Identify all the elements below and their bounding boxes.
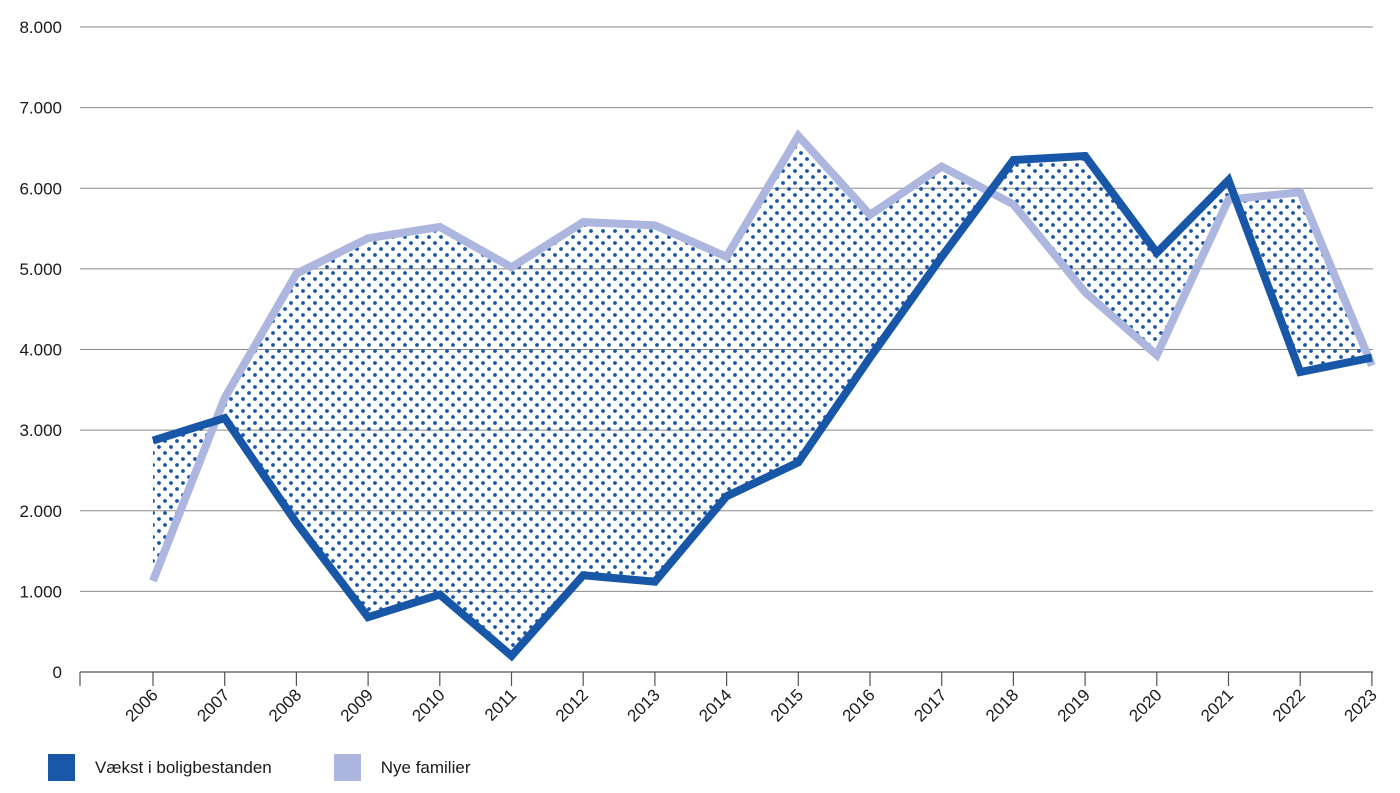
x-tick-label: 2008 xyxy=(265,685,305,725)
series-lines xyxy=(149,129,1376,662)
x-tick-label: 2017 xyxy=(910,685,950,725)
x-tick-label: 2018 xyxy=(982,685,1022,725)
y-tick-label: 7.000 xyxy=(19,99,62,118)
series-line-2 xyxy=(149,129,1376,583)
x-tick-label: 2013 xyxy=(624,685,664,725)
y-tick-label: 3.000 xyxy=(19,421,62,440)
x-tick-label: 2014 xyxy=(695,685,735,725)
legend-label-series-1: Vækst i boligbestanden xyxy=(95,757,272,777)
y-tick-label: 8.000 xyxy=(19,18,62,37)
y-tick-label: 6.000 xyxy=(19,179,62,198)
x-tick-label: 2012 xyxy=(552,685,592,725)
series-line-1 xyxy=(151,151,1373,662)
x-tick-label: 2023 xyxy=(1341,685,1381,725)
y-tick-label: 2.000 xyxy=(19,502,62,521)
x-tick-label: 2010 xyxy=(408,685,448,725)
y-tick-label: 4.000 xyxy=(19,341,62,360)
legend-item-series-2: Nye familier xyxy=(333,754,471,781)
y-tick-label: 0 xyxy=(53,663,62,682)
y-tick-label: 1.000 xyxy=(19,582,62,601)
y-axis-labels: 0 1.000 2.000 3.000 4.000 5.000 6.000 7.000 8.00… xyxy=(19,18,62,682)
x-axis-labels: 2006 2007 2008 2009 2010 2011 2012 2013 2014 2015… xyxy=(122,685,1381,725)
legend-label-series-2: Nye familier xyxy=(380,757,471,777)
legend-swatch-series-2 xyxy=(333,754,361,781)
y-tick-label: 5.000 xyxy=(19,260,62,279)
x-tick-label: 2006 xyxy=(122,685,162,725)
legend-swatch-series-1 xyxy=(48,754,75,781)
x-tick-label: 2021 xyxy=(1197,685,1237,725)
x-axis xyxy=(79,671,1373,686)
x-tick-label: 2007 xyxy=(193,685,233,725)
x-tick-label: 2009 xyxy=(337,685,377,725)
x-tick-label: 2022 xyxy=(1269,685,1309,725)
x-tick-label: 2020 xyxy=(1125,685,1165,725)
legend-item-series-1: Vækst i boligbestanden xyxy=(48,754,272,781)
x-tick-label: 2016 xyxy=(839,685,879,725)
x-tick-label: 2015 xyxy=(767,685,807,725)
legend: Vækst i boligbestanden Nye familier xyxy=(48,754,532,781)
x-tick-label: 2019 xyxy=(1054,685,1094,725)
x-tick-label: 2011 xyxy=(481,685,520,724)
